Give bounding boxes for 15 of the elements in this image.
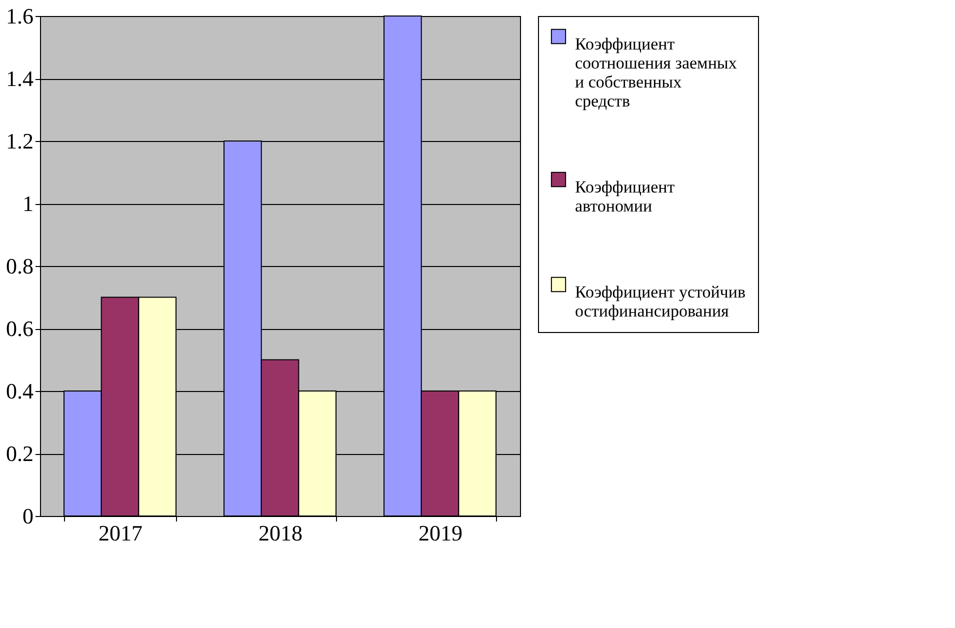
y-tick-label: 1.6 bbox=[6, 4, 34, 28]
y-tick-label: 0.6 bbox=[6, 316, 34, 341]
y-tick-label: 1.4 bbox=[6, 66, 34, 91]
y-tick-label: 0 bbox=[22, 504, 34, 528]
legend-label: Коэффициент соотношения заемных и собственных средств bbox=[575, 34, 738, 110]
legend-label: Коэффициент устойчивостифинансирования bbox=[575, 282, 746, 320]
y-tick-label: 0.8 bbox=[6, 254, 34, 278]
y-tick-label: 1.2 bbox=[6, 128, 34, 154]
legend-label: Коэффициент автономии bbox=[575, 178, 676, 216]
x-tick-label: 2018 bbox=[258, 520, 302, 546]
y-tick-label: 0.4 bbox=[6, 378, 34, 404]
y-tick-label: 0.2 bbox=[6, 441, 34, 466]
y-tick-label: 1 bbox=[22, 191, 34, 216]
x-tick-label: 2017 bbox=[98, 520, 142, 546]
x-tick-label: 2019 bbox=[418, 520, 462, 546]
